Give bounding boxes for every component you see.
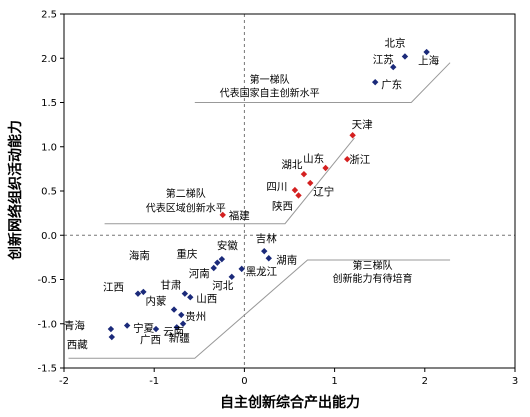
data-point-贵州 [178,311,185,319]
y-tick-label: 1.0 [41,142,57,153]
tier2-label: 第二梯队 [166,187,206,200]
y-tick-label: -1.5 [37,364,57,375]
point-label-重庆: 重庆 [176,248,197,261]
tick-labels: -2 -1 0 1 2 3 -1.5 -1.0 -0.5 0.0 0.5 1.0 1.5 2.0 2.5 [37,10,518,388]
tier1-label: 代表国家自主创新水平 [220,86,320,99]
x-tick-label: 0 [241,376,247,387]
data-point-内蒙 [170,306,178,313]
data-point-新疆 [173,324,180,331]
point-label-陕西: 陕西 [272,199,293,212]
data-point-陕西 [295,192,302,199]
y-tick-label: 2.0 [41,54,57,65]
point-label-吉林: 吉林 [256,232,277,245]
point-label-山东: 山东 [303,152,324,165]
data-point-北京 [401,53,409,60]
data-point-安徽 [218,255,226,263]
data-point-重庆 [214,259,221,266]
x-tick-label: 3 [512,376,518,387]
y-tick-label: -1.0 [37,319,57,330]
tier3-bracket [68,259,451,359]
point-label-江苏: 江苏 [373,53,394,66]
y-tick-label: 1.5 [41,98,57,109]
data-point-西藏 [108,333,116,341]
point-label-海南: 海南 [129,249,150,262]
y-tick-label: -0.5 [37,275,57,286]
x-tick-label: 1 [331,376,337,387]
point-label-黑龙江: 黑龙江 [246,265,278,278]
data-point-黑龙江 [238,265,245,273]
x-tick-label: -2 [59,376,69,387]
x-axis-title: 自主创新综合产出能力 [220,394,360,411]
point-label-贵州: 贵州 [185,310,206,323]
point-label-青海: 青海 [64,319,85,332]
tier1-label: 第一梯队 [250,73,290,86]
data-point-四川 [291,186,299,194]
data-point-河南 [210,264,217,272]
y-tick-label: 0.5 [41,187,57,198]
tier3-label: 创新能力有待培育 [332,272,412,285]
data-point-山西 [187,294,194,301]
y-axis-title: 创新网络组织活动能力 [7,120,24,261]
point-label-山西: 山西 [196,293,217,305]
point-label-安徽: 安徽 [217,239,238,252]
data-point-浙江 [344,155,351,163]
point-label-甘肃: 甘肃 [160,279,181,292]
point-label-西藏: 西藏 [67,339,88,351]
data-point-青海 [107,325,115,333]
reference-lines [64,14,515,368]
y-tick-label: 0.0 [41,231,57,242]
point-label-上海: 上海 [418,54,439,67]
data-point-云南 [179,320,187,327]
data-points [107,48,430,341]
point-label-湖南: 湖南 [276,253,297,266]
point-label-新疆: 新疆 [169,331,190,344]
point-label-河北: 河北 [212,280,233,292]
point-label-广东: 广东 [381,78,402,91]
data-point-江苏 [390,63,397,71]
y-tick-label: 2.5 [41,10,57,21]
point-label-天津: 天津 [352,119,373,131]
data-point-上海 [423,48,430,56]
point-label-内蒙: 内蒙 [146,295,167,308]
tier1-bracket [194,62,451,103]
tier2-label: 代表区域创新水平 [146,201,226,214]
x-tick-label: -1 [149,376,159,387]
tier2-bracket [104,137,355,225]
data-point-山东 [322,164,329,172]
tier3-label: 第三梯队 [352,259,392,272]
data-point-广东 [371,78,379,86]
data-point-福建 [219,211,226,219]
data-point-宁夏 [123,322,131,329]
point-label-宁夏: 宁夏 [133,322,154,335]
x-tick-label: 2 [422,376,428,387]
point-label-浙江: 浙江 [349,154,370,166]
data-point-江西 [134,290,142,297]
point-label-北京: 北京 [384,36,405,49]
data-point-湖北 [300,170,308,178]
point-label-河南: 河南 [189,267,210,280]
data-point-广西 [152,325,160,333]
data-point-海南 [140,288,147,296]
point-label-湖北: 湖北 [281,159,302,171]
point-label-福建: 福建 [229,209,250,222]
point-label-江西: 江西 [103,282,124,294]
point-label-辽宁: 辽宁 [313,185,334,198]
data-point-辽宁 [307,179,314,187]
point-label-广西: 广西 [140,334,161,346]
data-point-天津 [349,132,356,139]
point-label-四川: 四川 [266,181,287,193]
point-label-云南: 云南 [163,325,184,338]
data-point-湖南 [265,255,272,262]
data-point-河北 [228,273,235,281]
data-point-甘肃 [181,290,189,297]
data-point-吉林 [261,247,268,255]
